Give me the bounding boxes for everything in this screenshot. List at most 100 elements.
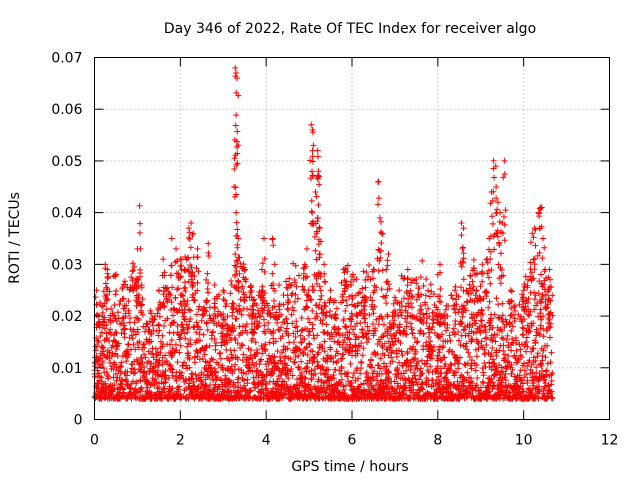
data-point	[363, 269, 370, 276]
data-point	[306, 340, 313, 347]
data-point	[176, 349, 183, 356]
data-point	[355, 290, 362, 297]
data-point	[220, 325, 227, 332]
data-point	[157, 344, 164, 351]
data-point	[352, 336, 359, 343]
data-point	[289, 372, 296, 379]
data-point	[251, 296, 258, 303]
data-point	[400, 391, 407, 398]
data-point	[384, 278, 391, 285]
data-point	[210, 356, 217, 363]
data-point	[175, 285, 182, 292]
data-point	[410, 356, 417, 363]
data-point	[269, 270, 276, 277]
chart-title: Day 346 of 2022, Rate Of TEC Index for r…	[164, 21, 536, 37]
data-point	[502, 356, 509, 363]
data-point	[152, 376, 159, 383]
data-point	[234, 226, 241, 233]
data-point	[233, 112, 240, 119]
data-point	[472, 367, 479, 374]
data-point	[393, 374, 400, 381]
data-point	[234, 379, 241, 386]
data-point	[218, 342, 225, 349]
data-point	[203, 320, 210, 327]
data-point	[146, 327, 153, 334]
data-point	[313, 275, 320, 282]
data-point	[371, 386, 378, 393]
data-point	[508, 327, 515, 334]
data-point	[460, 276, 467, 283]
data-point	[353, 276, 360, 283]
data-point	[466, 353, 473, 360]
data-point	[288, 395, 295, 402]
data-point	[222, 375, 229, 382]
data-point	[267, 313, 274, 320]
data-point	[462, 343, 469, 350]
data-point	[230, 328, 237, 335]
data-point	[182, 335, 189, 342]
data-point	[321, 348, 328, 355]
data-point	[499, 300, 506, 307]
data-point	[94, 367, 101, 374]
data-point	[338, 279, 345, 286]
data-point	[149, 375, 156, 382]
data-point	[155, 332, 162, 339]
data-point	[197, 385, 204, 392]
data-point	[204, 285, 211, 292]
data-point	[99, 360, 106, 367]
data-point	[291, 279, 298, 286]
data-point	[321, 329, 328, 336]
data-point	[106, 338, 113, 345]
data-point	[465, 349, 472, 356]
data-point	[195, 384, 202, 391]
data-point	[294, 295, 301, 302]
data-point	[502, 377, 509, 384]
data-point	[241, 382, 248, 389]
data-point	[178, 262, 185, 269]
data-point	[92, 294, 99, 301]
data-point	[184, 329, 191, 336]
data-point	[485, 274, 492, 281]
data-point	[291, 298, 298, 305]
data-point	[492, 363, 499, 370]
data-point	[342, 307, 349, 314]
data-point	[526, 357, 533, 364]
data-point	[172, 341, 179, 348]
data-point	[185, 306, 192, 313]
data-point	[177, 273, 184, 280]
data-point	[441, 321, 448, 328]
data-point	[505, 352, 512, 359]
data-point	[118, 380, 125, 387]
data-point	[141, 351, 148, 358]
data-point	[217, 355, 224, 362]
data-point	[358, 340, 365, 347]
data-point	[486, 298, 493, 305]
data-point	[265, 319, 272, 326]
data-point	[120, 390, 127, 397]
data-point	[128, 332, 135, 339]
data-point	[436, 349, 443, 356]
data-point	[182, 377, 189, 384]
data-point	[366, 311, 373, 318]
data-point	[477, 283, 484, 290]
data-point	[379, 344, 386, 351]
data-point	[376, 214, 383, 221]
data-point	[280, 390, 287, 397]
data-point	[517, 346, 524, 353]
data-point	[309, 321, 316, 328]
data-point	[185, 234, 192, 241]
data-point	[549, 370, 556, 377]
data-point	[211, 282, 218, 289]
data-point	[378, 239, 385, 246]
data-point	[377, 355, 384, 362]
data-point	[178, 372, 185, 379]
data-point	[138, 385, 145, 392]
data-point	[135, 317, 142, 324]
data-point	[162, 368, 169, 375]
data-point	[375, 321, 382, 328]
data-point	[292, 353, 299, 360]
data-point	[416, 376, 423, 383]
data-point	[231, 347, 238, 354]
data-point	[239, 357, 246, 364]
data-point	[290, 358, 297, 365]
